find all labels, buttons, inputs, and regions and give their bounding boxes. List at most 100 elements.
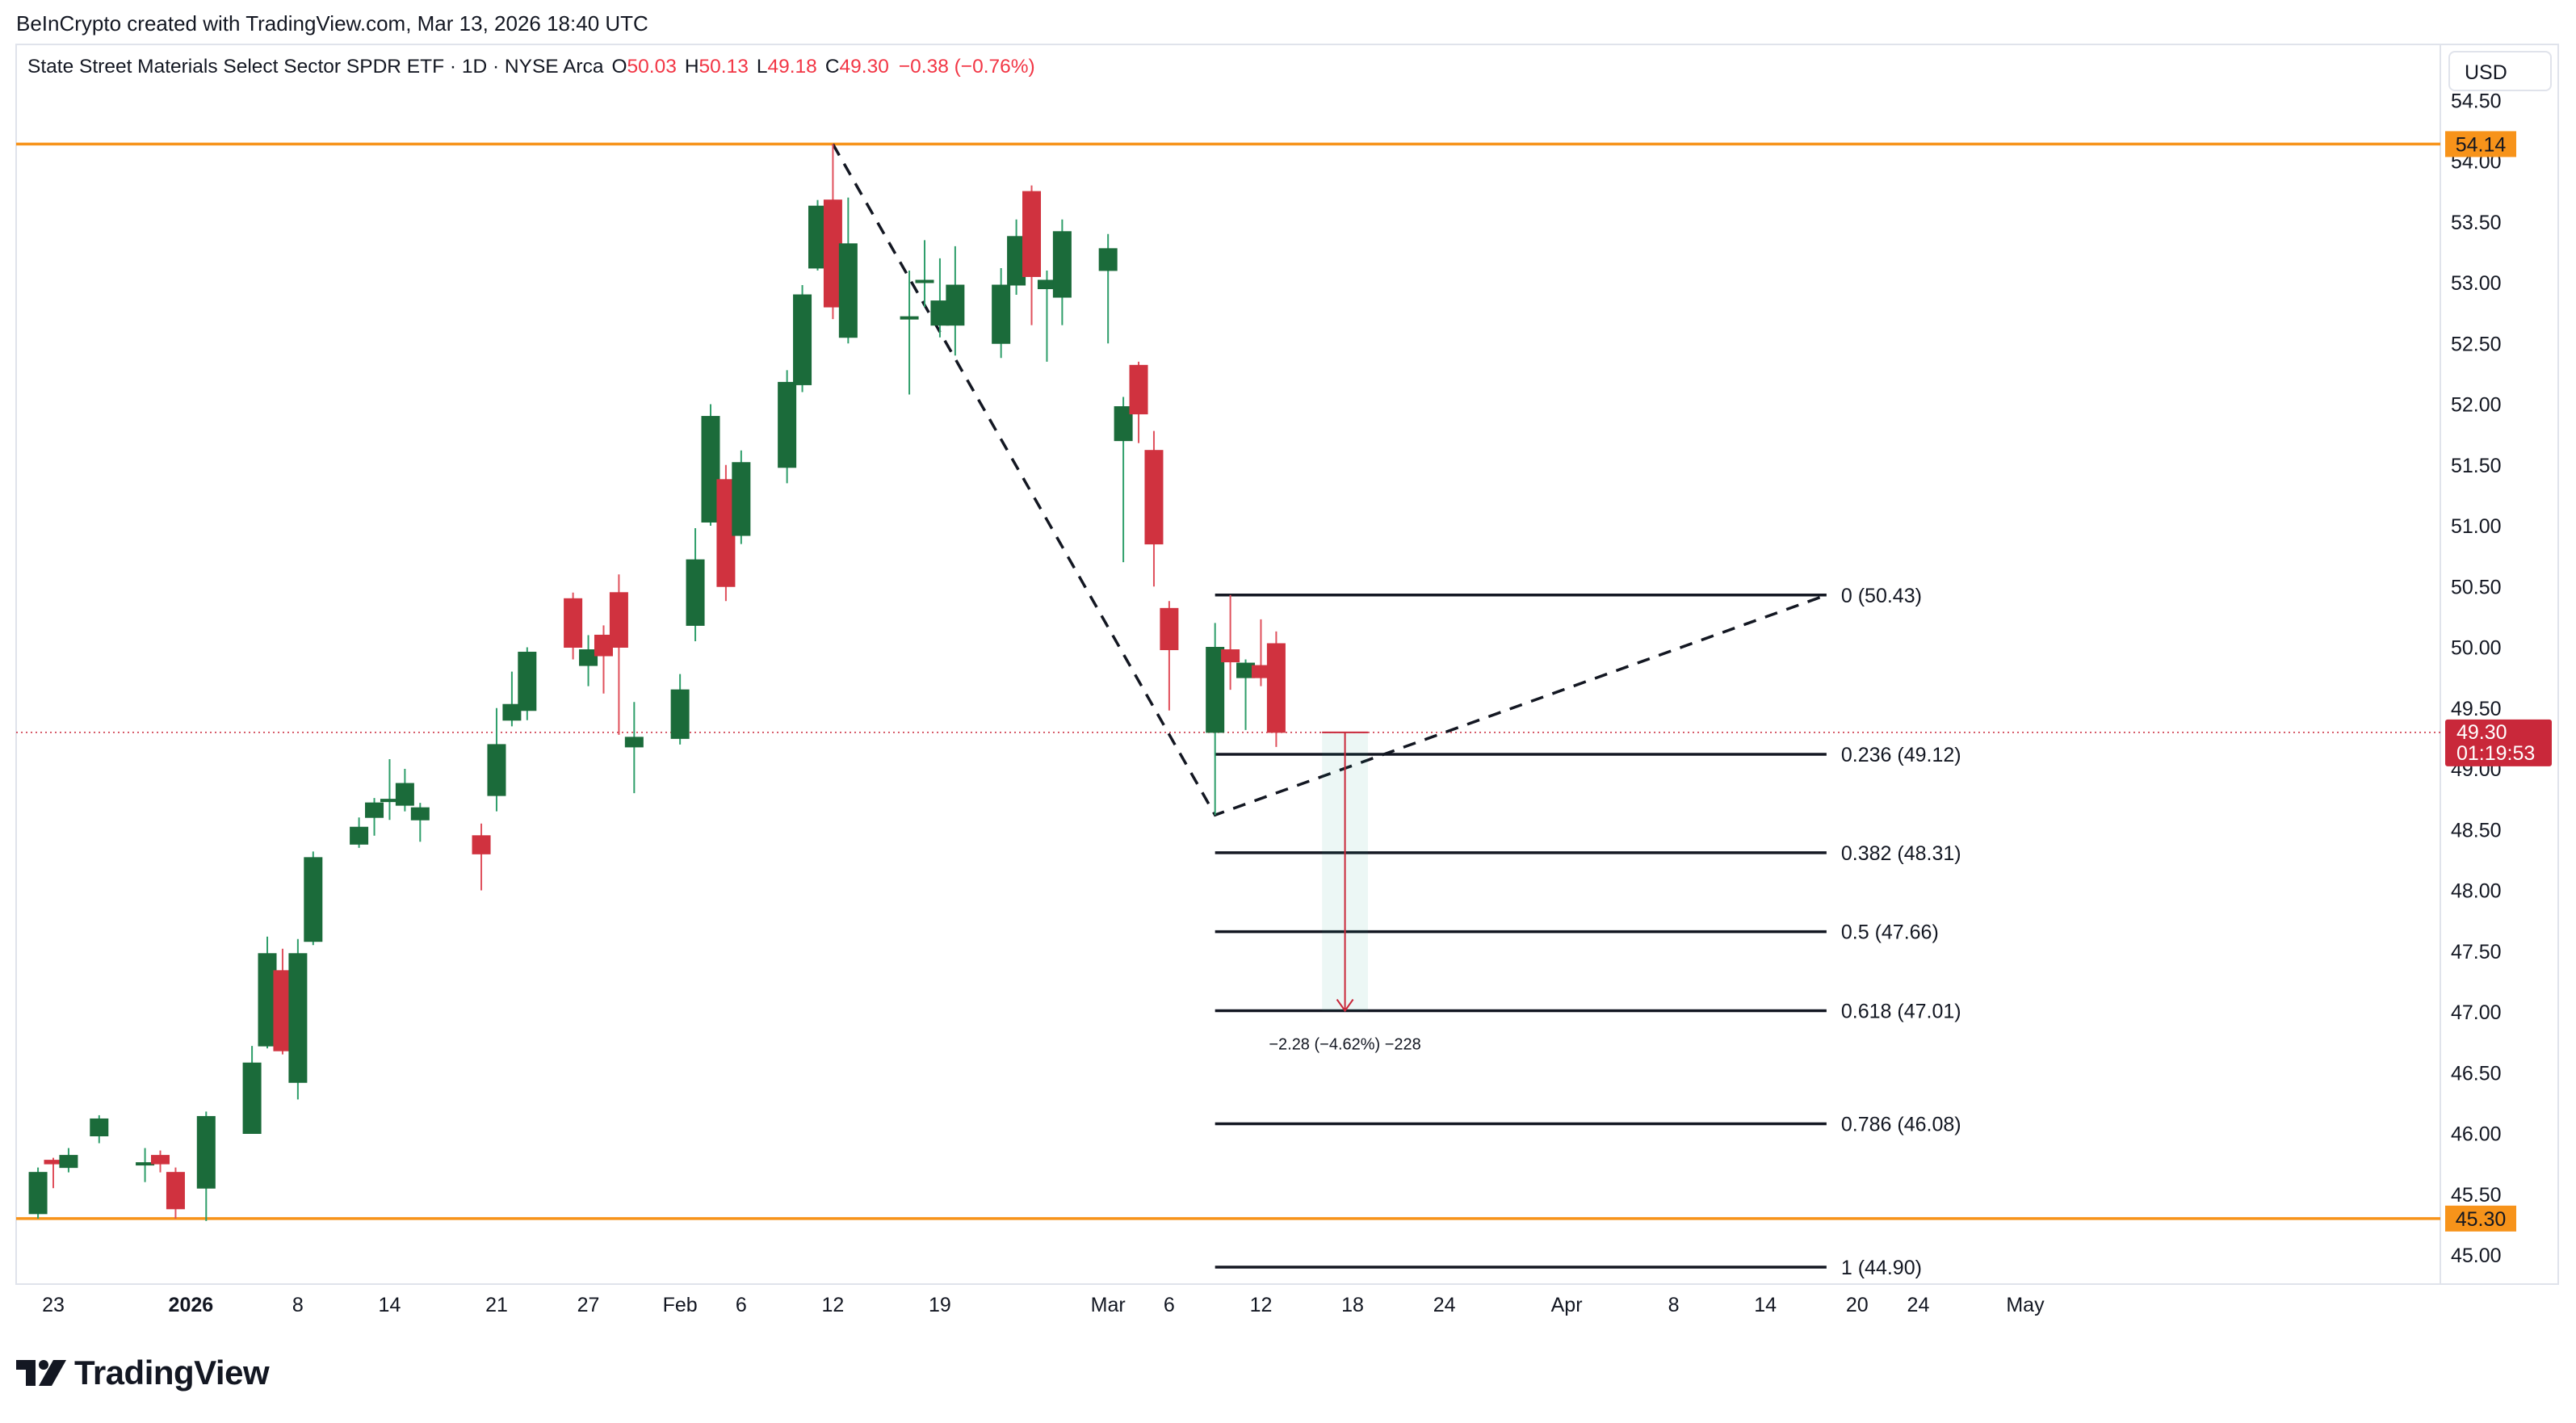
brand-name: TradingView xyxy=(74,1354,270,1392)
candle-body xyxy=(196,1115,216,1189)
x-tick-label: 23 xyxy=(42,1294,65,1316)
candle-body xyxy=(1022,191,1042,277)
change-value: −0.38 (−0.76%) xyxy=(898,56,1035,78)
fib-level-label: 0.382 (48.31) xyxy=(1841,842,1961,865)
bullish-candle xyxy=(686,528,705,641)
candle-body xyxy=(564,598,583,648)
bullish-candle xyxy=(1052,219,1072,325)
y-tick-label: 49.50 xyxy=(2451,698,2502,720)
symbol-title: State Street Materials Select Sector SPD… xyxy=(27,56,604,78)
bullish-candle xyxy=(350,817,369,848)
bearish-candle xyxy=(273,948,292,1055)
bullish-candle xyxy=(242,1046,262,1134)
bullish-candle xyxy=(992,267,1011,359)
current-price-label: 49.30 xyxy=(2456,721,2507,744)
candle-body xyxy=(900,316,919,320)
x-tick-label: 21 xyxy=(485,1294,508,1316)
candle-body xyxy=(579,649,598,666)
bullish-candle xyxy=(778,370,797,484)
brand-logo: TradingView xyxy=(16,1350,270,1396)
open-value: 50.03 xyxy=(627,56,677,78)
bullish-candle xyxy=(732,450,751,544)
candle-body xyxy=(624,737,644,748)
bearish-candle xyxy=(1129,361,1148,443)
bearish-candle xyxy=(609,574,628,735)
bullish-candle xyxy=(946,246,965,356)
x-tick-label: Mar xyxy=(1091,1294,1126,1316)
bullish-candle xyxy=(793,285,812,392)
x-tick-label: 12 xyxy=(822,1294,845,1316)
y-tick-label: 50.00 xyxy=(2451,637,2502,660)
currency-button[interactable]: USD xyxy=(2448,51,2552,91)
bullish-candle xyxy=(1098,233,1118,344)
fib-level-label: 0.618 (47.01) xyxy=(1841,1000,1961,1022)
y-tick-label: 45.00 xyxy=(2451,1245,2502,1267)
x-tick-label: 12 xyxy=(1250,1294,1273,1316)
candle-body xyxy=(288,953,308,1083)
bearish-candle xyxy=(564,592,583,660)
high-value: 50.13 xyxy=(699,56,749,78)
bearish-candle xyxy=(1251,619,1270,686)
y-tick-label: 47.50 xyxy=(2451,941,2502,963)
x-tick-label: 6 xyxy=(736,1294,747,1316)
candle-body xyxy=(487,744,506,796)
candle-body xyxy=(365,802,384,818)
low-label: L xyxy=(756,56,768,78)
x-tick-label: 19 xyxy=(929,1294,951,1316)
candle-body xyxy=(395,783,414,806)
candle-body xyxy=(1160,607,1179,651)
bullish-candle xyxy=(670,674,690,745)
candle-body xyxy=(1098,248,1118,271)
candle-body xyxy=(350,826,369,845)
x-tick-label: May xyxy=(2006,1294,2045,1316)
candle-body xyxy=(686,559,705,626)
candle-body xyxy=(1052,231,1072,298)
bullish-candle xyxy=(395,769,414,812)
bullish-candle xyxy=(624,702,644,794)
bullish-candle xyxy=(900,270,919,395)
candle-body xyxy=(1114,406,1133,442)
fib-level-label: 0.5 (47.66) xyxy=(1841,921,1939,944)
candle-body xyxy=(670,689,690,739)
x-tick-label: 27 xyxy=(577,1294,600,1316)
candle-body xyxy=(59,1155,78,1169)
y-tick-label: 45.50 xyxy=(2451,1184,2502,1207)
y-tick-label: 53.50 xyxy=(2451,212,2502,234)
candle-body xyxy=(242,1062,262,1134)
bearish-candle xyxy=(594,625,613,694)
x-tick-label: 8 xyxy=(1668,1294,1680,1316)
measure-label: −2.28 (−4.62%) −228 xyxy=(1269,1035,1420,1053)
chart-frame xyxy=(15,44,2559,1285)
y-tick-label: 52.50 xyxy=(2451,333,2502,355)
level-price-tag xyxy=(2445,131,2516,157)
bullish-candle xyxy=(915,240,934,308)
candle-body xyxy=(701,416,720,523)
y-tick-label: 51.00 xyxy=(2451,515,2502,538)
candle-body xyxy=(1129,364,1148,415)
candle-body xyxy=(28,1172,48,1215)
legend-header: State Street Materials Select Sector SPD… xyxy=(27,56,1035,78)
candle-body xyxy=(1206,647,1225,733)
fib-level-label: 0.236 (49.12) xyxy=(1841,744,1961,766)
bearish-candle xyxy=(472,823,491,891)
bullish-candle xyxy=(518,647,537,720)
x-tick-label: 20 xyxy=(1846,1294,1869,1316)
x-tick-label: Feb xyxy=(663,1294,698,1316)
y-tick-label: 53.00 xyxy=(2451,272,2502,295)
bullish-candle xyxy=(410,803,430,842)
bearish-candle xyxy=(151,1150,170,1173)
bullish-candle xyxy=(196,1111,216,1221)
y-tick-label: 46.50 xyxy=(2451,1062,2502,1085)
candle-body xyxy=(609,592,628,649)
bearish-candle xyxy=(716,464,736,602)
measure-arrow-head xyxy=(1336,998,1354,1013)
bullish-candle xyxy=(579,635,598,686)
candle-body xyxy=(304,857,323,942)
fib-level-label: 1 (44.90) xyxy=(1841,1257,1922,1279)
bearish-candle xyxy=(1144,430,1164,587)
candle-body xyxy=(778,381,797,468)
bearish-candle xyxy=(1160,601,1179,711)
bullish-candle xyxy=(487,707,506,812)
x-tick-label: 14 xyxy=(1754,1294,1777,1316)
